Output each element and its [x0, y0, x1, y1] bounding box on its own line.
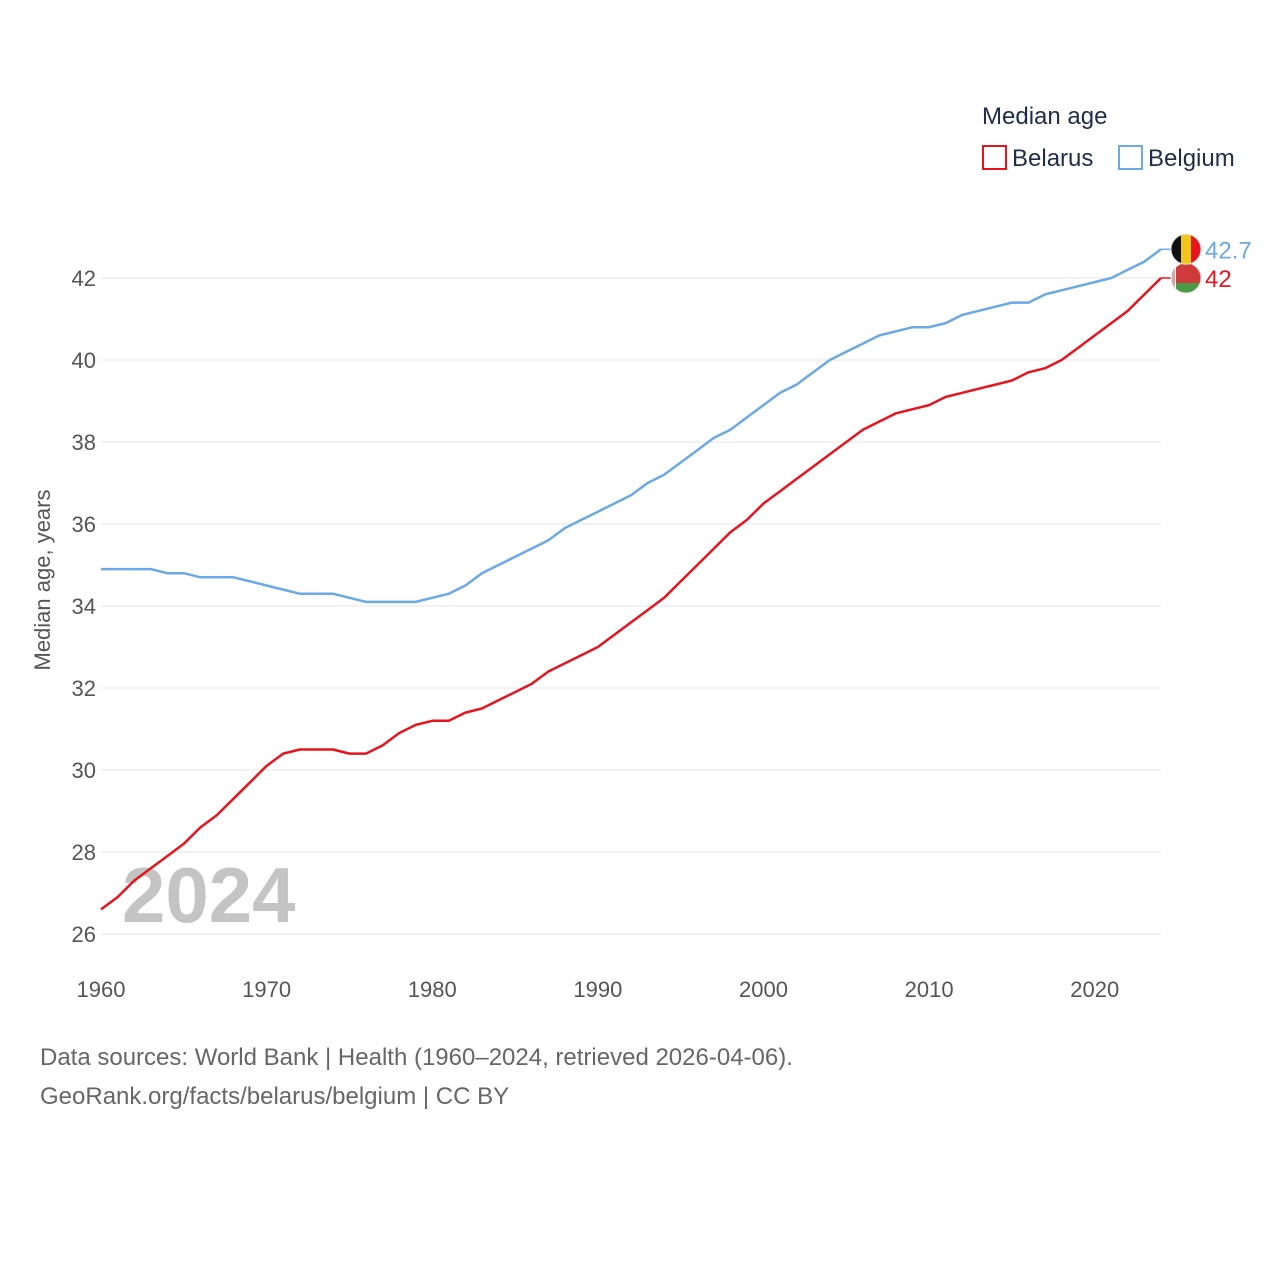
end-value-label-belarus: 42	[1205, 266, 1232, 293]
y-tick-label-26: 26	[72, 922, 96, 947]
x-tick-label-2000: 2000	[739, 977, 788, 1002]
flag-border-belgium	[1170, 233, 1202, 265]
x-axis-ticks: 1960 1970 1980 1990 2000 2010 2020	[77, 977, 1120, 1002]
x-tick-label-1990: 1990	[573, 977, 622, 1002]
legend-label-belarus: Belarus	[1012, 145, 1093, 172]
legend-swatch-belarus	[982, 145, 1007, 170]
series-line-belgium	[101, 248, 1162, 604]
series-lines	[100, 248, 1162, 911]
y-tick-label-32: 32	[72, 676, 96, 701]
legend-item-belarus[interactable]: Belarus	[982, 145, 1093, 172]
x-tick-label-1980: 1980	[408, 977, 457, 1002]
y-tick-label-42: 42	[72, 266, 96, 291]
flag-belgium-icon	[1171, 234, 1201, 265]
x-tick-label-1970: 1970	[242, 977, 291, 1002]
data-source-note: Data sources: World Bank | Health (1960–…	[40, 1044, 793, 1071]
flag-stripe-red	[1191, 234, 1201, 265]
grid-lines	[101, 277, 1161, 935]
flag-band-red	[1171, 263, 1201, 283]
y-tick-label-34: 34	[72, 594, 96, 619]
legend-swatch-belgium	[1118, 145, 1143, 170]
flag-stripe-yellow	[1181, 234, 1191, 265]
flag-band-green	[1171, 283, 1201, 293]
end-value-label-belgium: 42.7	[1205, 237, 1252, 264]
x-tick-label-2010: 2010	[905, 977, 954, 1002]
flag-hoist-ornament	[1172, 263, 1175, 293]
flag-stripe-black	[1171, 234, 1181, 265]
credit-link[interactable]: GeoRank.org/facts/belarus/belgium | CC B…	[40, 1083, 510, 1110]
y-tick-label-36: 36	[72, 512, 96, 537]
y-tick-label-40: 40	[72, 348, 96, 373]
y-axis-title: Median age, years	[30, 490, 55, 671]
x-tick-label-2020: 2020	[1070, 977, 1119, 1002]
y-tick-label-30: 30	[72, 758, 96, 783]
legend-label-belgium: Belgium	[1148, 145, 1235, 172]
x-tick-label-1960: 1960	[77, 977, 126, 1002]
legend-item-belgium[interactable]: Belgium	[1118, 145, 1235, 172]
legend-title: Median age	[982, 103, 1107, 130]
flag-belarus-icon	[1171, 263, 1201, 293]
y-axis-ticks: 26 28 30 32 34 36 38 40 42	[72, 266, 96, 947]
year-watermark: 2024	[122, 851, 296, 939]
y-tick-label-28: 28	[72, 840, 96, 865]
y-tick-label-38: 38	[72, 430, 96, 455]
series-line-belarus	[100, 277, 1162, 911]
